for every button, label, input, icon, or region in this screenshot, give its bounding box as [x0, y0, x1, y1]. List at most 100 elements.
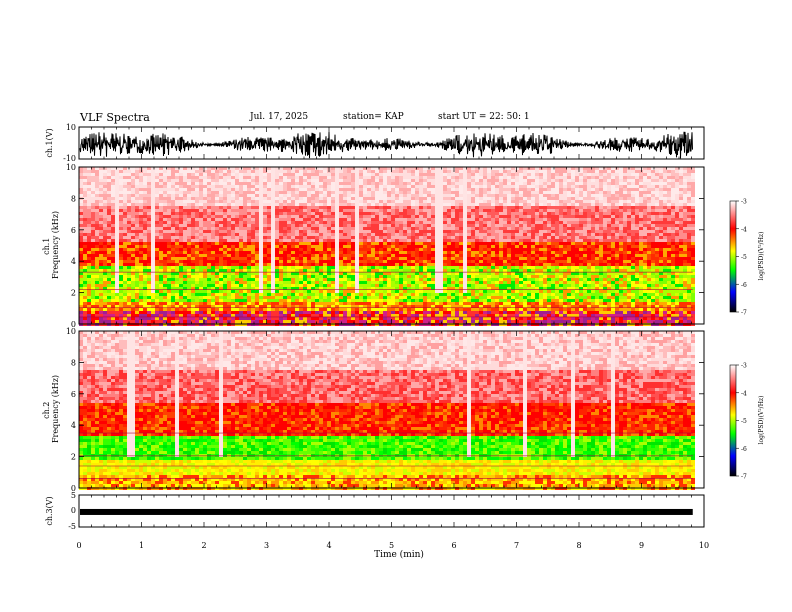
spectrogram-cell [207, 266, 211, 269]
spectrogram-cell [339, 197, 343, 200]
spectrogram-cell [379, 311, 383, 314]
spectrogram-cell [403, 278, 407, 281]
spectrogram-cell [95, 248, 99, 251]
spectrogram-cell [299, 248, 303, 251]
spectrogram-cell [383, 278, 387, 281]
spectrogram-cell [335, 236, 339, 239]
spectrogram-cell [371, 278, 375, 281]
spectrogram-cell [447, 284, 451, 287]
spectrogram-cell [319, 269, 323, 272]
spectrogram-cell [379, 242, 383, 245]
spectrogram-cell [119, 227, 123, 230]
spectrogram-cell [235, 284, 239, 287]
spectrogram-cell [87, 272, 91, 275]
spectrogram-cell [359, 284, 363, 287]
spectrogram-cell [403, 254, 407, 257]
spectrogram-cell [315, 287, 319, 290]
spectrogram-cell [391, 218, 395, 221]
spectrogram-cell [279, 269, 283, 272]
spectrogram-cell [339, 284, 343, 287]
spectrogram-cell [91, 248, 95, 251]
spectrogram-cell [199, 167, 203, 170]
spectrogram-cell [143, 242, 147, 245]
spectrogram-cell [171, 200, 175, 203]
spectrogram-cell [395, 314, 399, 317]
spectrogram-cell [263, 215, 267, 218]
spectrogram-cell [247, 308, 251, 311]
spectrogram-cell [347, 314, 351, 317]
spectrogram-cell [419, 212, 423, 215]
spectrogram-cell [163, 230, 167, 233]
spectrogram-cell [243, 227, 247, 230]
spectrogram-cell [391, 179, 395, 182]
spectrogram-cell [131, 302, 135, 305]
spectrogram-cell [323, 194, 327, 197]
spectrogram-cell [443, 236, 447, 239]
spectrogram-cell [159, 239, 163, 242]
spectrogram-cell [223, 221, 227, 224]
spectrogram-cell [235, 182, 239, 185]
spectrogram-cell [387, 167, 391, 170]
spectrogram-cell [435, 185, 439, 188]
spectrogram-cell [395, 287, 399, 290]
spectrogram-cell [111, 248, 115, 251]
spectrogram-cell [127, 176, 131, 179]
spectrogram-cell [151, 266, 155, 269]
spectrogram-cell [423, 281, 427, 284]
spectrogram-cell [391, 176, 395, 179]
spectrogram-cell [423, 245, 427, 248]
spectrogram-cell [107, 320, 111, 323]
spectrogram-cell [411, 269, 415, 272]
spectrogram-cell [111, 170, 115, 173]
spectrogram-cell [447, 251, 451, 254]
spectrogram-cell [379, 173, 383, 176]
spectrogram-cell [335, 251, 339, 254]
spectrogram-cell [399, 260, 403, 263]
spectrogram-cell [207, 278, 211, 281]
spectrogram-cell [383, 218, 387, 221]
spectrogram-cell [255, 233, 259, 236]
spectrogram-cell [279, 296, 283, 299]
spectrogram-cell [395, 308, 399, 311]
spectrogram-cell [403, 230, 407, 233]
spectrogram-cell [191, 230, 195, 233]
spectrogram-cell [303, 293, 307, 296]
spectrogram-cell [223, 227, 227, 230]
spectrogram-cell [167, 266, 171, 269]
spectrogram-cell [287, 272, 291, 275]
spectrogram-cell [251, 194, 255, 197]
spectrogram-cell [267, 320, 271, 323]
spectrogram-cell [419, 281, 423, 284]
spectrogram-cell [211, 248, 215, 251]
spectrogram-cell [403, 185, 407, 188]
spectrogram-cell [423, 230, 427, 233]
spectrogram-cell [107, 218, 111, 221]
spectrogram-cell [243, 293, 247, 296]
spectrogram-cell [271, 167, 275, 170]
spectrogram-cell [215, 248, 219, 251]
spectrogram-cell [275, 248, 279, 251]
spectrogram-cell [403, 203, 407, 206]
spectrogram-cell [219, 314, 223, 317]
spectrogram-cell [447, 263, 451, 266]
spectrogram-cell [135, 242, 139, 245]
spectrogram-cell [415, 206, 419, 209]
spectrogram-cell [87, 245, 91, 248]
spectrogram-cell [183, 227, 187, 230]
spectrogram-cell [195, 275, 199, 278]
spectrogram-cell [99, 251, 103, 254]
spectrogram-cell [291, 194, 295, 197]
spectrogram-cell [279, 179, 283, 182]
spectrogram-cell [367, 281, 371, 284]
spectrogram-cell [207, 200, 211, 203]
spectrogram-cell [99, 218, 103, 221]
spectrogram-cell [447, 278, 451, 281]
spectrogram-cell [331, 254, 335, 257]
spectrogram-cell [367, 203, 371, 206]
spectrogram-cell [171, 278, 175, 281]
spectrogram-cell [243, 248, 247, 251]
spectrogram-cell [223, 239, 227, 242]
spectrogram-cell [435, 308, 439, 311]
spectrogram-cell [327, 278, 331, 281]
spectrogram-cell [275, 287, 279, 290]
